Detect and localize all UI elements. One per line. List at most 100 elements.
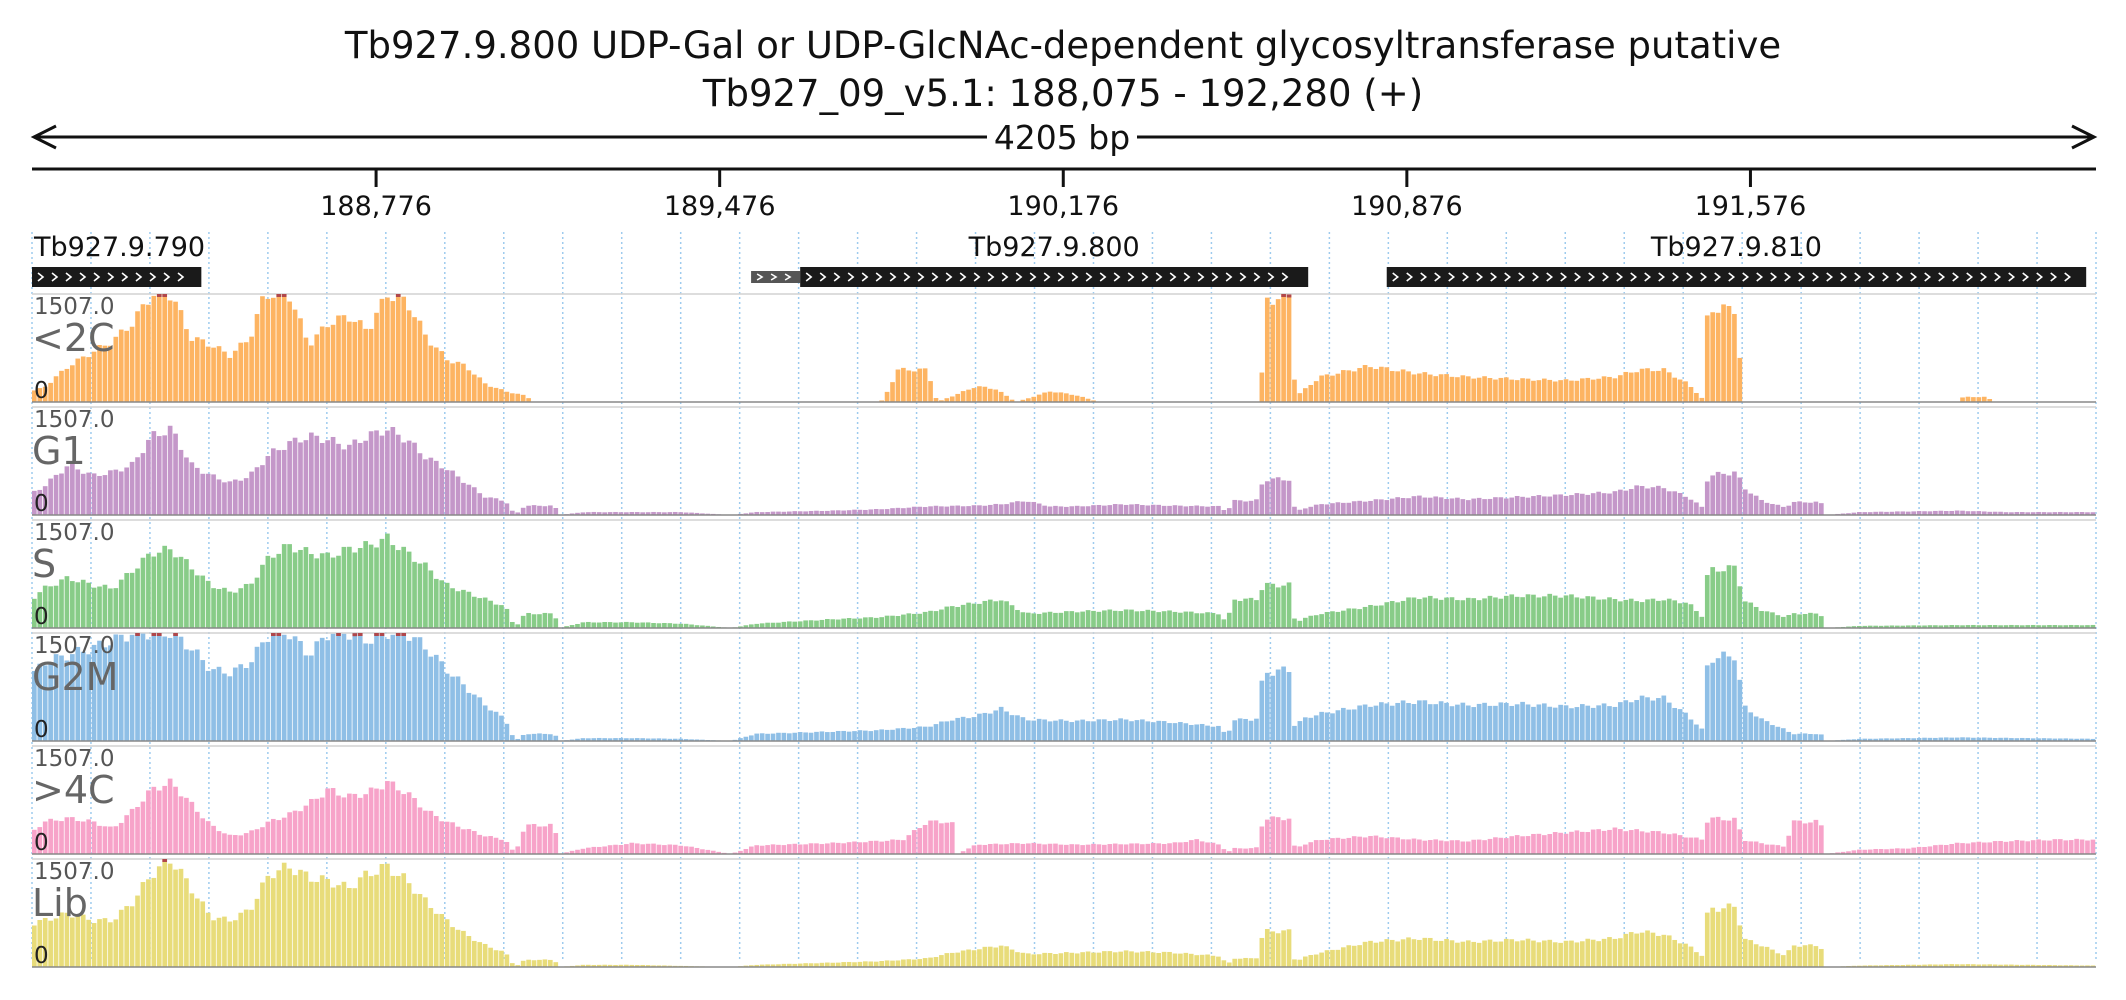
coverage-bar <box>1748 712 1754 741</box>
coverage-bar <box>265 875 271 967</box>
coverage-bar <box>922 368 928 402</box>
strand-arrow-icon <box>1420 272 1428 282</box>
coverage-bar <box>1237 500 1243 515</box>
coverage-bar <box>2009 964 2014 967</box>
coverage-bar <box>667 512 673 515</box>
coverage-bar <box>1243 501 1248 515</box>
coverage-bar <box>2079 738 2085 741</box>
coverage-bar <box>135 633 140 741</box>
coverage-bar <box>1194 724 1200 741</box>
coverage-bar <box>1661 695 1667 741</box>
coverage-bar <box>42 585 48 628</box>
coverage-bar <box>1797 614 1802 628</box>
coverage-bar <box>884 840 890 854</box>
coverage-bar <box>2090 738 2096 741</box>
coverage-bar <box>477 942 483 967</box>
coverage-bar <box>260 296 265 402</box>
gene-body[interactable] <box>800 267 1309 287</box>
coverage-bar <box>287 812 292 854</box>
coverage-bar <box>1612 827 1618 854</box>
coverage-bar <box>265 456 271 515</box>
coverage-bar <box>32 829 37 854</box>
coverage-bar <box>2003 737 2009 741</box>
coverage-bar <box>1992 964 1998 967</box>
coverage-bar <box>629 512 635 515</box>
coverage-bar <box>1851 626 1857 628</box>
coverage-bar <box>1362 365 1368 402</box>
track-name: <2C <box>32 316 115 360</box>
coverage-bar <box>759 733 765 741</box>
coverage-bar <box>86 919 91 967</box>
coverage-bar <box>1411 939 1417 967</box>
coverage-bar <box>2003 841 2009 854</box>
coverage-bar <box>1628 932 1634 967</box>
coverage-bar <box>1742 705 1748 741</box>
coverage-bar <box>846 510 852 515</box>
coverage-bar <box>189 340 195 402</box>
gene-body[interactable] <box>1386 267 2087 287</box>
coverage-bar <box>1645 832 1650 854</box>
coverage-bar <box>156 552 162 628</box>
coverage-bar <box>1683 712 1688 741</box>
coverage-bar <box>1069 394 1075 402</box>
gene-label[interactable]: Tb927.9.810 <box>1650 232 1822 263</box>
gene-label[interactable]: Tb927.9.800 <box>968 232 1140 263</box>
gene-label[interactable]: Tb927.9.790 <box>33 232 205 263</box>
coverage-bar <box>1867 849 1873 854</box>
coverage-bar <box>1080 396 1085 402</box>
strand-arrow-icon <box>1784 272 1792 282</box>
coverage-bar <box>1216 725 1221 741</box>
coverage-bar <box>428 345 434 402</box>
coverage-bar <box>444 360 450 402</box>
coverage-bar <box>238 664 244 741</box>
coverage-bar <box>1281 666 1286 741</box>
coverage-bar <box>2036 738 2041 741</box>
track-name: Lib <box>32 881 88 925</box>
gene-body[interactable] <box>32 267 202 287</box>
coverage-bar <box>1639 695 1645 741</box>
coverage-bar <box>1981 737 1987 741</box>
coverage-bar <box>499 839 504 854</box>
coverage-bar <box>1020 612 1026 628</box>
coverage-bar <box>1150 952 1156 967</box>
coverage-bar <box>1818 616 1824 628</box>
clipped-marker <box>1286 294 1292 298</box>
coverage-bar <box>1210 726 1216 741</box>
coverage-bar <box>1129 951 1134 967</box>
strand-arrow-icon <box>1225 272 1233 282</box>
coverage-bar <box>1971 842 1976 854</box>
coverage-bar <box>716 851 722 854</box>
coverage-bar <box>1460 941 1466 967</box>
coverage-bar <box>37 827 43 854</box>
coverage-bar <box>189 569 195 628</box>
coverage-bar <box>1292 725 1297 741</box>
coverage-bar <box>1656 935 1661 967</box>
coverage-bar <box>1503 595 1509 628</box>
coverage-bar <box>1004 601 1009 628</box>
coverage-bar <box>1178 722 1183 741</box>
coverage-bar <box>477 598 483 628</box>
coverage-bar <box>1047 506 1053 515</box>
coverage-bar <box>1471 378 1477 402</box>
coverage-bar <box>1080 719 1085 741</box>
coverage-bar <box>1710 907 1716 967</box>
coverage-bar <box>1465 597 1471 628</box>
coverage-bar <box>1628 830 1634 854</box>
coverage-bar <box>1895 625 1900 628</box>
coverage-bar <box>2074 512 2079 515</box>
strand-arrow-icon <box>1630 272 1638 282</box>
coverage-bar <box>645 622 651 628</box>
coverage-bar <box>1330 838 1335 854</box>
coverage-bar <box>314 641 320 741</box>
coverage-bar <box>596 512 602 515</box>
coverage-bar <box>1737 925 1743 967</box>
coverage-bar <box>1639 932 1645 967</box>
coverage-bar <box>439 914 445 967</box>
coverage-bar <box>879 960 884 967</box>
coverage-bar <box>1677 603 1683 628</box>
span-label: 4205 bp <box>994 118 1130 157</box>
coverage-bar <box>1981 396 1987 402</box>
coverage-bar <box>2019 625 2025 628</box>
coverage-bar <box>32 598 37 628</box>
coverage-bar <box>1102 844 1107 854</box>
